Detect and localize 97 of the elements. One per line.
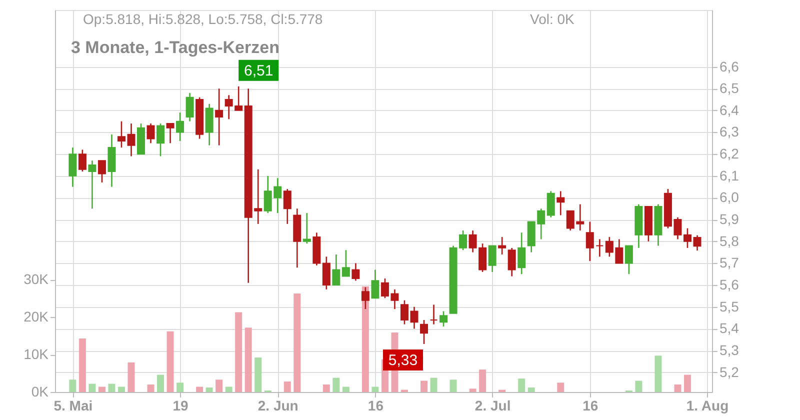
- x-tick-label: 19: [172, 398, 189, 414]
- bar: [528, 388, 535, 392]
- y2-tick-label: 0K: [31, 384, 50, 400]
- annotation: Op:5.818, Hi:5.828, Lo:5.758, Cl:5.778: [83, 11, 323, 27]
- bar: [69, 380, 76, 392]
- x-tick-label: 16: [582, 398, 598, 414]
- candlestick: [215, 88, 224, 146]
- bar: [635, 380, 642, 392]
- candlestick: [98, 160, 106, 184]
- bar: [518, 378, 526, 392]
- y-tick-label: 6,1: [720, 167, 740, 184]
- bar: [196, 386, 204, 392]
- bar: [342, 386, 350, 392]
- candlestick: [371, 269, 380, 299]
- bar: [166, 331, 174, 392]
- bar: [322, 384, 330, 392]
- bar: [674, 384, 682, 392]
- x-tick-label: 5. Mai: [54, 398, 93, 414]
- candlestick: [488, 245, 496, 273]
- candlestick: [420, 319, 428, 345]
- bar: [430, 378, 438, 392]
- candlestick: [88, 160, 96, 210]
- candlestick: [498, 236, 506, 256]
- y-tick-label: 5,7: [720, 254, 740, 271]
- x-tick-label: 16: [368, 398, 384, 414]
- candlestick: [302, 212, 311, 244]
- candlestick: [146, 122, 155, 144]
- y-tick-label: 6,4: [720, 102, 740, 118]
- bar: [128, 362, 135, 392]
- bar: [244, 328, 252, 392]
- text: 3 Monate, 1-Tages-Kerzen: [71, 38, 280, 57]
- y-tick-label: 6,5: [720, 80, 740, 96]
- bar: [294, 294, 301, 392]
- bar: [78, 338, 86, 392]
- y-tick-label: 6,2: [720, 146, 740, 162]
- bar: [254, 358, 262, 392]
- x-tick-label: 1. Aug: [686, 398, 729, 414]
- y-tick-label: 5,2: [720, 364, 740, 380]
- annotation: Vol: 0K: [530, 11, 576, 27]
- candlestick: [283, 188, 292, 225]
- candlestick: [596, 238, 604, 258]
- annotation: 6,51: [244, 62, 274, 80]
- bar: [147, 384, 154, 392]
- candlestick: [156, 122, 165, 157]
- x-tick-label: 2. Jun: [258, 398, 298, 414]
- candlestick: [440, 310, 448, 328]
- bar: [684, 374, 691, 392]
- bar: [450, 380, 457, 392]
- y2-tick-label: 30K: [24, 271, 50, 288]
- y-tick-label: 5,4: [720, 320, 740, 336]
- candlestick: [508, 247, 516, 277]
- bar: [157, 374, 164, 392]
- y-tick-label: 5,8: [720, 232, 740, 249]
- candlestick: [342, 249, 350, 277]
- x-tick-label: 2. Jul: [474, 398, 511, 414]
- candlestick: [68, 146, 77, 188]
- candlestick: [586, 221, 594, 262]
- bar: [420, 380, 428, 392]
- y-tick-label: 6,3: [720, 124, 740, 140]
- bar: [332, 378, 340, 392]
- bar: [469, 388, 476, 392]
- bar: [176, 382, 184, 392]
- candlestick: [546, 190, 555, 218]
- bar: [88, 384, 96, 392]
- bar: [98, 386, 106, 392]
- y2-tick-label: 20K: [24, 308, 50, 325]
- bar: [235, 312, 242, 392]
- bar: [557, 382, 564, 392]
- y-tick-label: 5,3: [720, 342, 740, 358]
- candlestick: [518, 232, 526, 275]
- bar: [216, 380, 223, 392]
- y-tick-label: 5,9: [720, 211, 740, 228]
- bar: [225, 386, 232, 392]
- candlestick: [322, 256, 330, 290]
- bar: [479, 370, 486, 392]
- annotation: 5,33: [388, 352, 418, 369]
- y-tick-label: 6,0: [720, 189, 740, 206]
- candlestick: [361, 286, 370, 310]
- y-tick-label: 5,5: [720, 298, 740, 314]
- y-tick-label: 5,6: [720, 276, 740, 293]
- candlestick: [624, 245, 633, 275]
- bar: [372, 386, 379, 392]
- bar: [284, 382, 291, 392]
- y2-tick-label: 10K: [24, 346, 50, 362]
- bar: [654, 356, 662, 392]
- candlestick: [556, 190, 565, 216]
- bar: [206, 388, 213, 392]
- candlestick: [352, 262, 360, 282]
- candlestick: [166, 122, 174, 144]
- bar: [108, 384, 116, 392]
- candlestick: [176, 112, 184, 142]
- bar: [118, 386, 125, 392]
- candlestick: [186, 92, 194, 122]
- candlestick: [78, 149, 86, 172]
- y-tick-label: 6,6: [720, 58, 740, 74]
- candlestick: [332, 254, 340, 286]
- candlestick: [430, 304, 438, 325]
